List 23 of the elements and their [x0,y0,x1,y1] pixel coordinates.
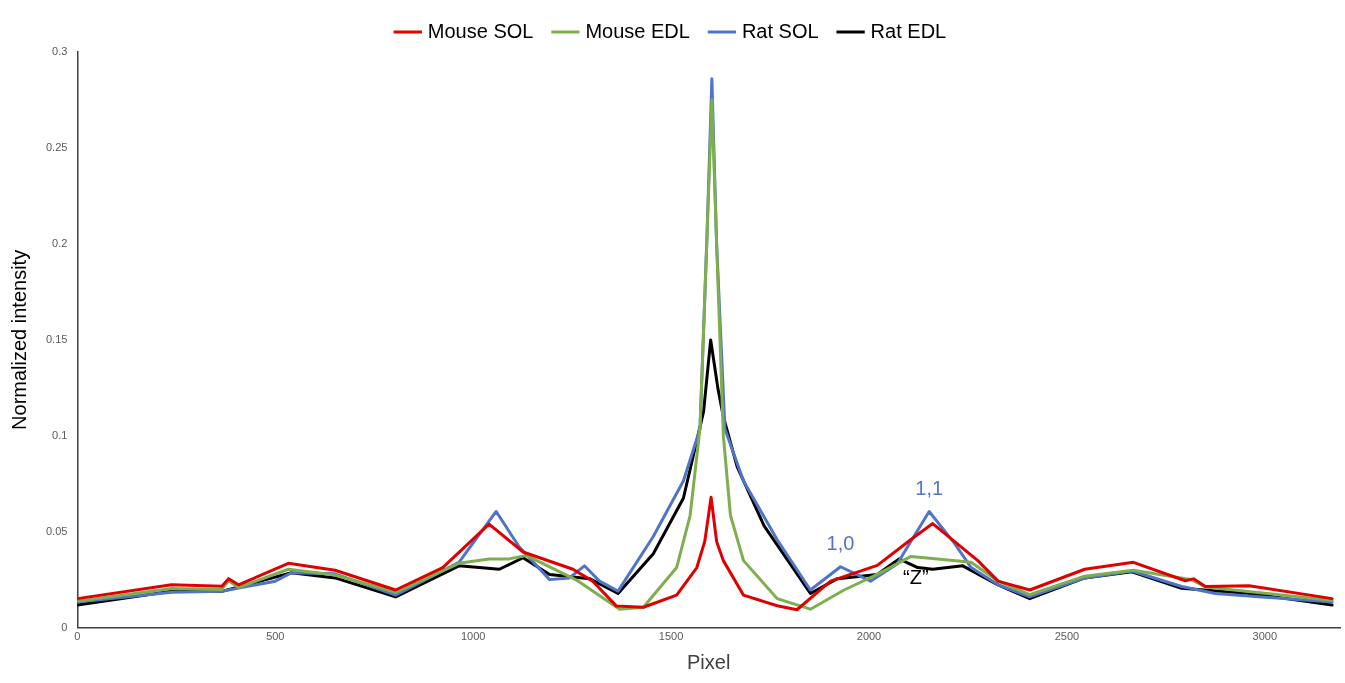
x-tick-label: 500 [266,630,285,643]
y-tick-label: 0.15 [45,332,68,345]
x-tick-label: 1500 [658,630,684,643]
annotation: 1,1 [915,477,944,499]
x-tick-label: 2000 [856,630,882,643]
x-tick-label: 3000 [1252,630,1278,643]
y-tick-label: 0.2 [52,236,68,249]
y-tick-label: 0.05 [45,524,68,537]
annotation: 1,0 [826,532,855,555]
legend-label: Mouse EDL [585,19,690,42]
legend-label: Mouse SOL [427,19,534,42]
annotation: “Z” [903,566,929,589]
legend-label: Rat EDL [870,19,947,42]
x-tick-label: 0 [74,630,81,643]
x-tick-label: 2500 [1054,630,1080,643]
legend-label: Rat SOL [741,19,819,42]
y-axis-title: Normalized intensity [7,249,30,430]
y-tick-label: 0 [61,620,68,633]
y-tick-label: 0.1 [52,428,68,441]
y-tick-label: 0.25 [45,141,68,153]
y-tick-label: 0.3 [52,45,68,58]
x-axis-title: Pixel [687,650,731,673]
x-tick-label: 1000 [460,630,486,643]
